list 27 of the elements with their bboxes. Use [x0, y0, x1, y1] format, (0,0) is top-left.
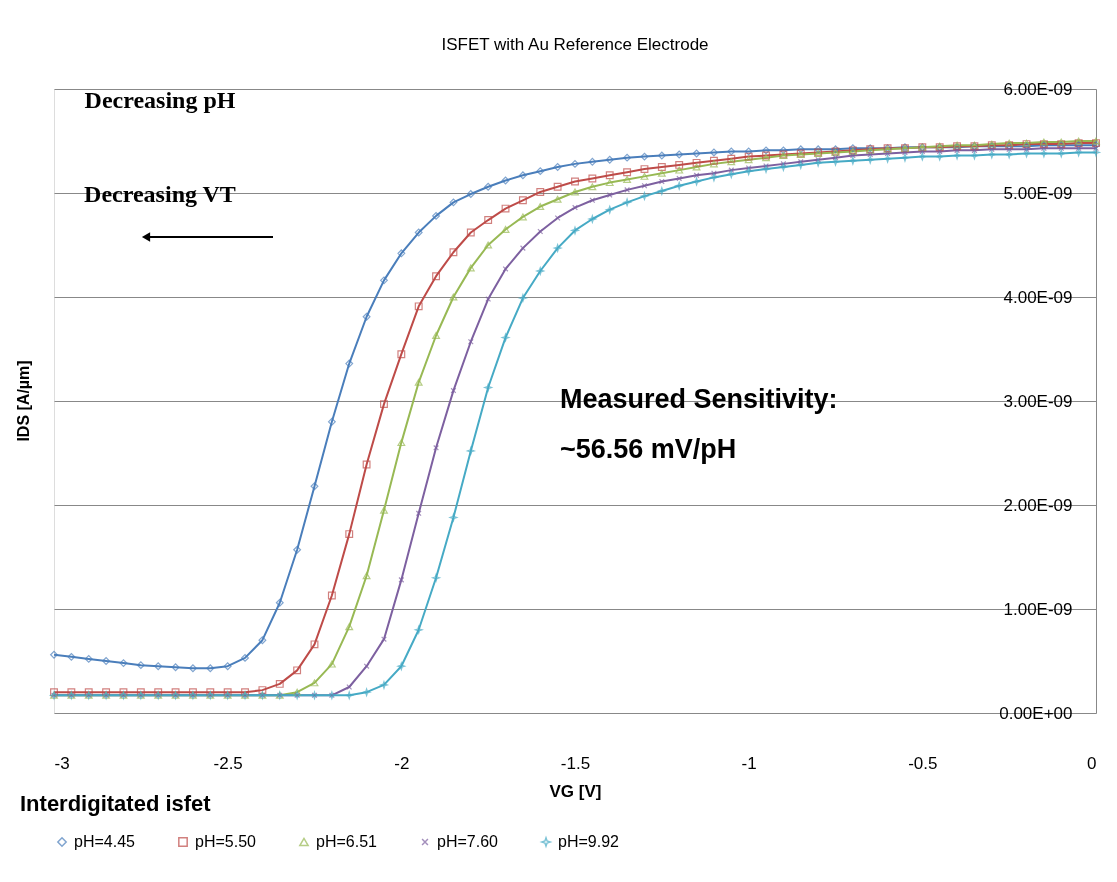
y-tick-label: 3.00E-09	[1003, 391, 1073, 411]
y-tick-label: 0.00E+00	[999, 703, 1073, 723]
text: Interdigitated isfet	[20, 791, 212, 816]
x-tick-label: -2.5	[213, 753, 243, 773]
annotation: Decreasing VT	[84, 181, 236, 207]
x-tick-label: -0.5	[908, 753, 938, 773]
y-tick-label: 4.00E-09	[1003, 287, 1073, 307]
legend-label: pH=6.51	[316, 833, 378, 850]
legend-label: pH=9.92	[558, 833, 620, 850]
legend-label: pH=5.50	[195, 833, 257, 850]
y-axis-title: IDS [A/µm]	[15, 360, 32, 442]
y-tick-label: 2.00E-09	[1003, 495, 1073, 515]
annotation: Measured Sensitivity:	[560, 384, 838, 414]
chart-title: ISFET with Au Reference Electrode	[441, 35, 709, 54]
annotation: Decreasing pH	[84, 87, 236, 113]
y-tick-label: 6.00E-09	[1003, 79, 1073, 99]
annotation: ~56.56 mV/pH	[560, 434, 737, 464]
x-tick-label: -2	[394, 753, 410, 773]
x-tick-label: -1.5	[560, 753, 591, 773]
legend-label: pH=7.60	[437, 833, 499, 850]
x-axis-title: VG [V]	[549, 781, 602, 801]
legend-label: pH=4.45	[74, 833, 136, 850]
x-tick-label: -1	[741, 753, 757, 773]
y-tick-label: 5.00E-09	[1003, 183, 1073, 203]
y-tick-label: 1.00E-09	[1003, 599, 1073, 619]
x-tick-label: -3	[54, 753, 70, 773]
x-tick-label: 0	[1087, 753, 1097, 773]
